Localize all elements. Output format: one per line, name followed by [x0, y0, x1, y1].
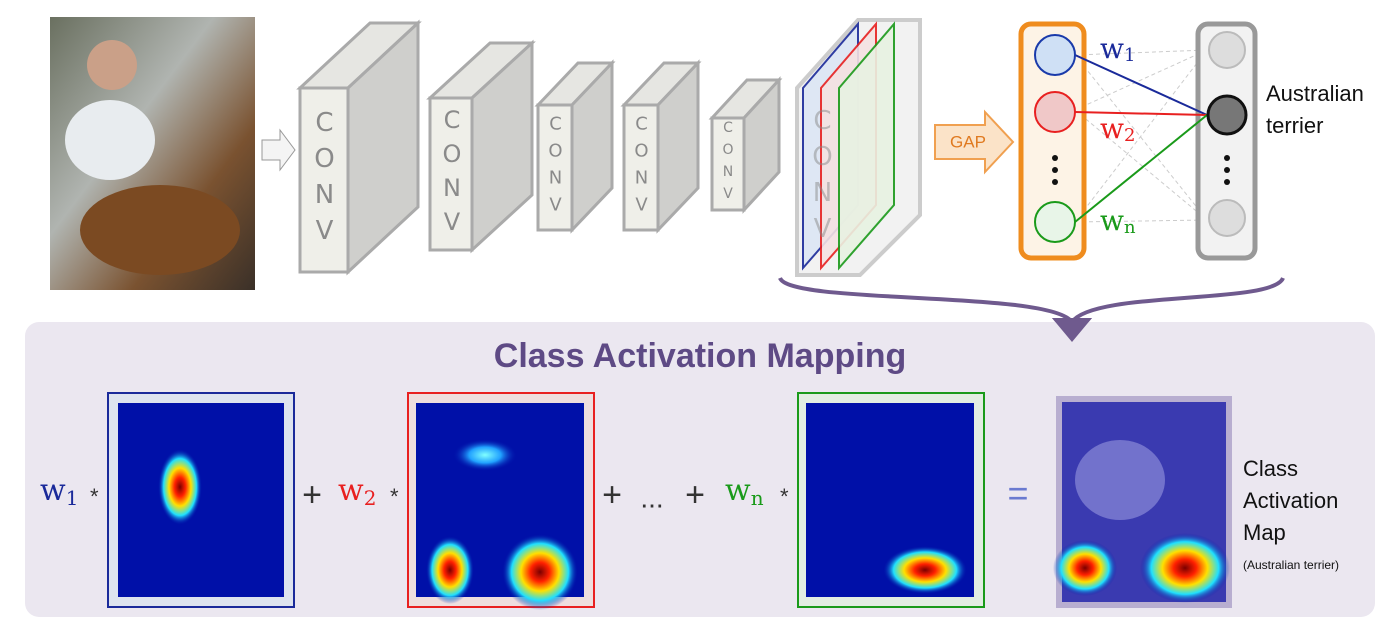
operator: ...	[640, 482, 663, 513]
operator: +	[685, 476, 705, 514]
input-photo	[50, 17, 255, 290]
operator: =	[1007, 473, 1028, 514]
operator: +	[602, 476, 622, 514]
node	[1208, 199, 1246, 237]
node	[1034, 91, 1076, 133]
conv-front	[536, 103, 574, 232]
conv-label: CONV	[808, 106, 838, 250]
gap-label: GAP	[950, 132, 986, 151]
weight-line	[1074, 54, 1208, 116]
conv-label: CONV	[438, 106, 466, 242]
cam-panel	[25, 322, 1375, 617]
conv-label: CONV	[631, 114, 652, 222]
ellipsis-dots	[1052, 155, 1230, 185]
arrow	[261, 128, 296, 172]
conv-label: CONV	[545, 114, 566, 222]
weight-term: wn	[725, 473, 764, 510]
operator: *	[90, 484, 99, 509]
conv-front	[622, 103, 660, 232]
cam-title: Class Activation Mapping	[494, 337, 906, 375]
weight-line	[1074, 114, 1208, 223]
heatmap	[107, 392, 295, 608]
heatmap	[407, 392, 595, 610]
result-label: Class	[1243, 456, 1298, 481]
node	[1034, 201, 1076, 243]
output-label: Australian	[1266, 81, 1364, 106]
conv-label: CONV	[720, 120, 736, 208]
conv-label: CONV	[310, 108, 340, 252]
heatmap	[797, 392, 985, 608]
node	[1208, 31, 1246, 69]
fc-dashed	[1074, 49, 1208, 223]
node	[1206, 94, 1248, 136]
operator: *	[780, 484, 789, 509]
brace-arrow	[1052, 318, 1092, 342]
weight-label: w2	[1100, 112, 1135, 147]
result-note: (Australian terrier)	[1243, 558, 1339, 572]
gap-arrow	[934, 109, 1015, 175]
result-label: Map	[1243, 520, 1286, 545]
cam-result	[1053, 396, 1232, 608]
conv-layers: CONV CONV CONV CONV CONV CONV	[296, 18, 922, 277]
weight-label: wn	[1100, 204, 1136, 239]
weight-term: w2	[338, 473, 376, 510]
weight-term: w1	[40, 473, 78, 510]
gap-vector	[1018, 21, 1087, 261]
operator: +	[302, 476, 322, 514]
conv-front	[710, 116, 746, 212]
weight-label: w1	[1100, 32, 1135, 67]
weight-line	[1074, 111, 1208, 116]
operator: *	[390, 484, 399, 509]
conv-front	[428, 96, 474, 252]
output-label: terrier	[1266, 113, 1323, 138]
feature-map	[838, 21, 895, 271]
node	[1034, 34, 1076, 76]
output-vector	[1195, 21, 1258, 261]
conv-front	[298, 86, 350, 274]
result-label: Activation	[1243, 488, 1338, 513]
brace	[778, 276, 1285, 324]
